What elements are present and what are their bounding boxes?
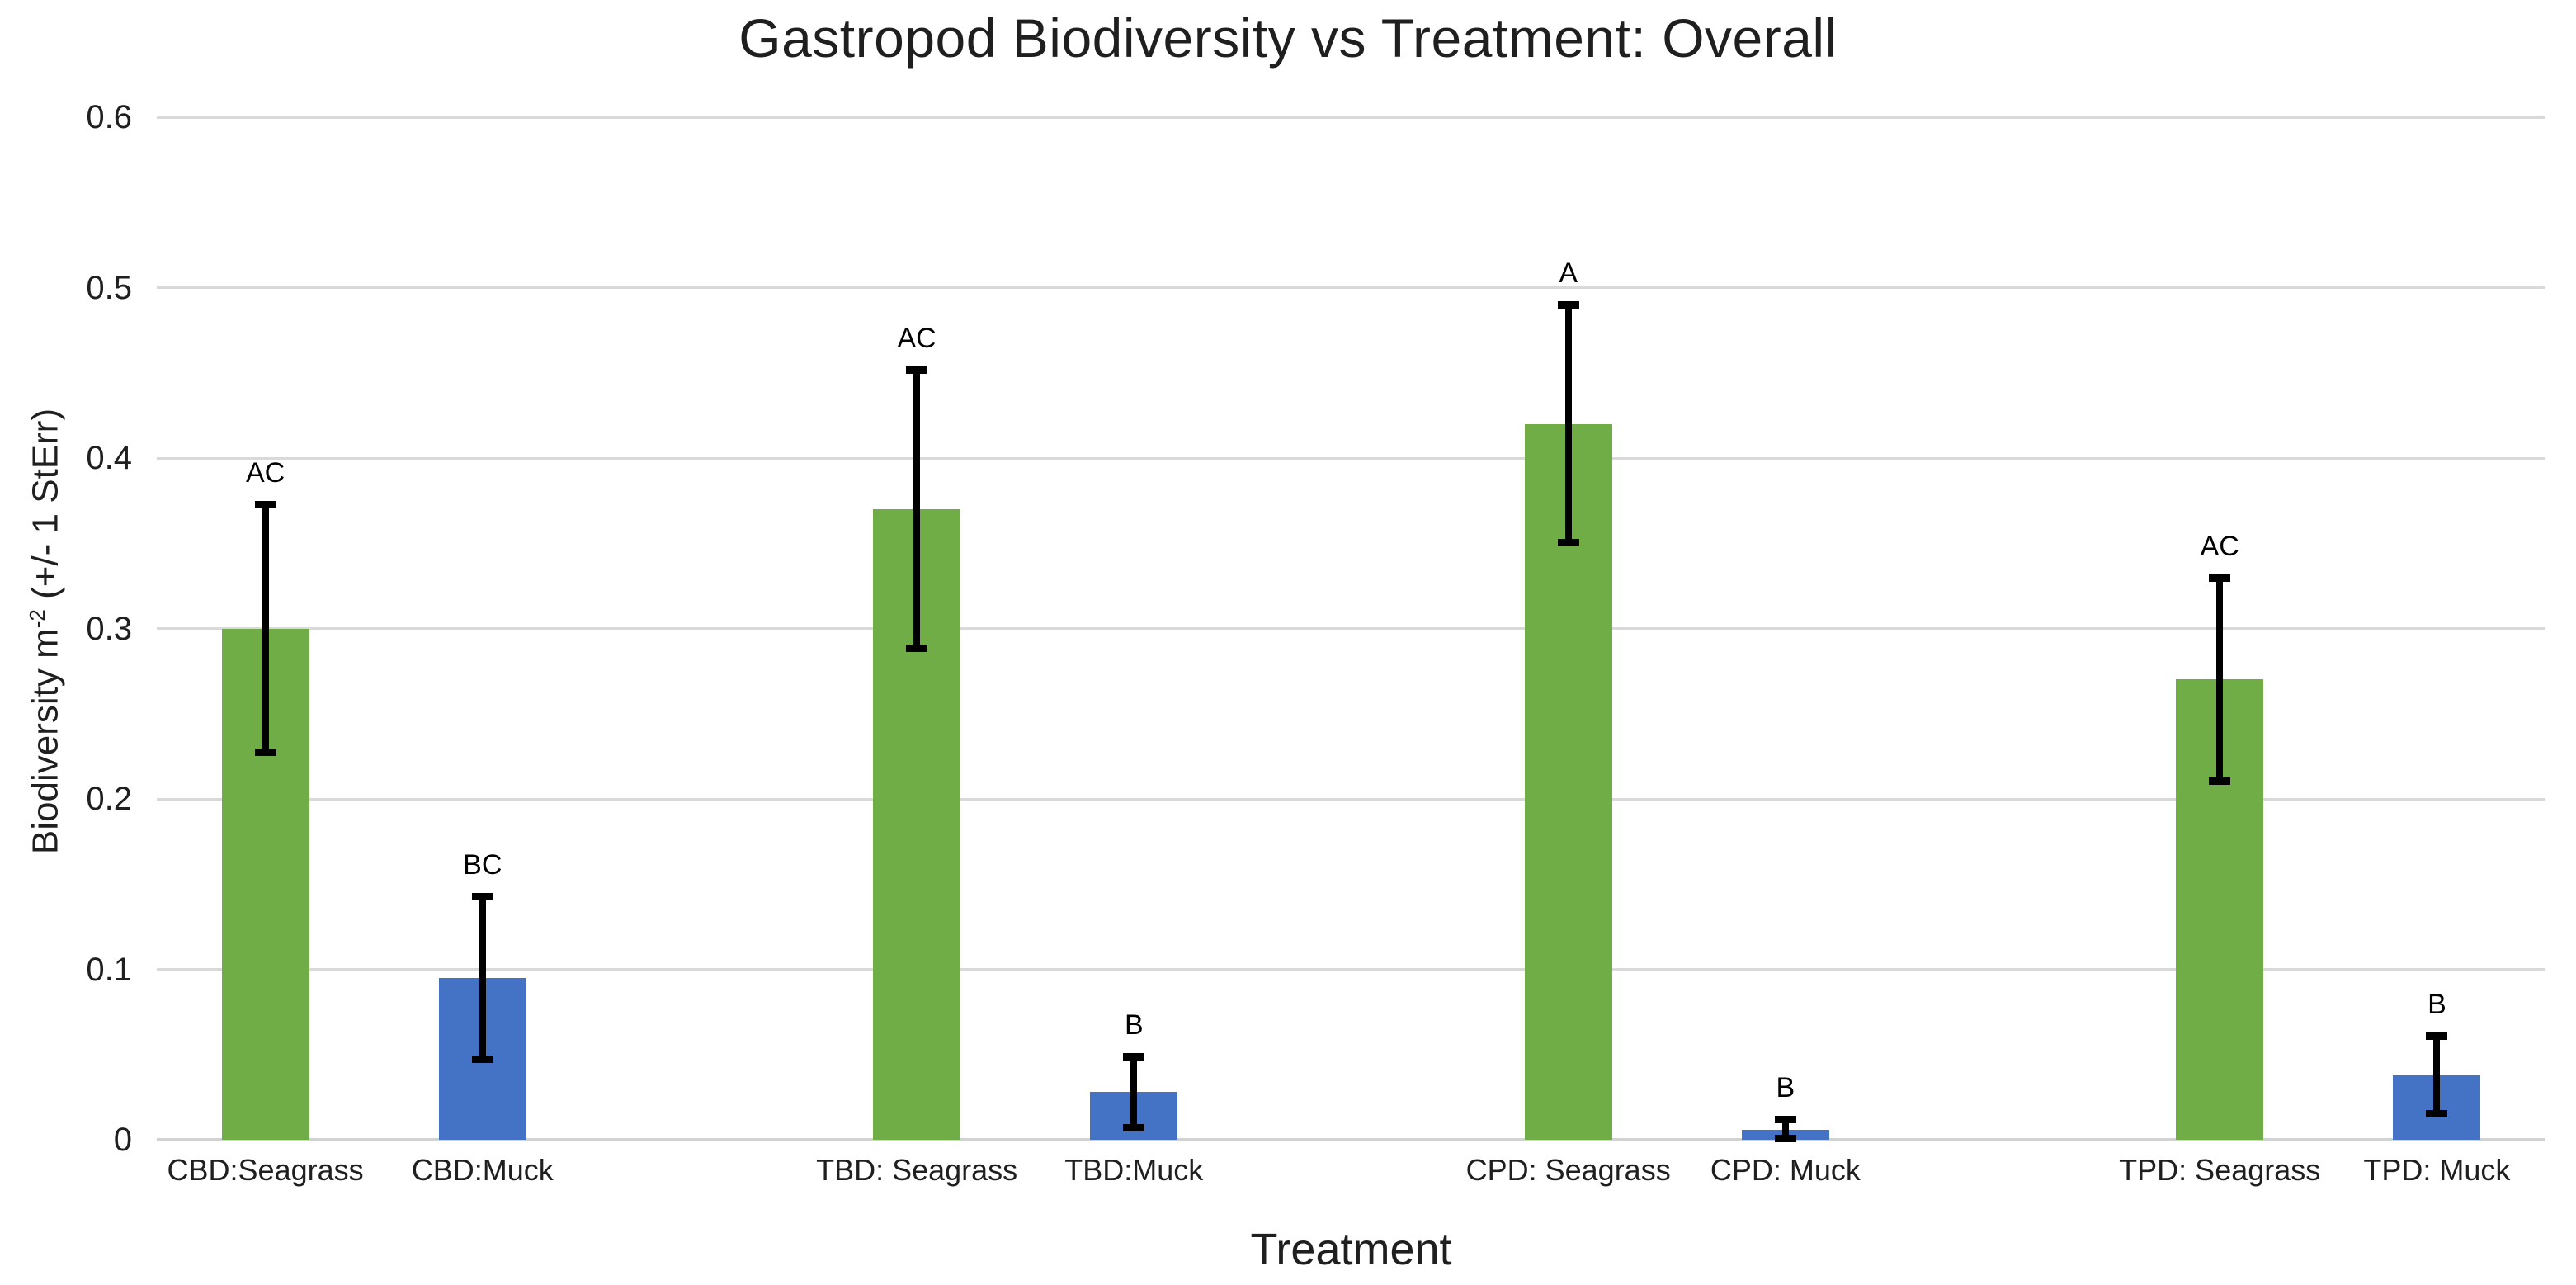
gridline [157, 627, 2545, 630]
error-cap-top [471, 892, 493, 900]
error-bar [1781, 1119, 1789, 1139]
significance-letter: AC [2200, 530, 2239, 562]
chart-title: Gastropod Biodiversity vs Treatment: Ove… [738, 7, 1838, 69]
significance-letter: A [1559, 257, 1578, 290]
y-tick-label: 0.1 [86, 951, 132, 988]
y-tick-label: 0.3 [86, 610, 132, 647]
x-tick-label: CBD:Seagrass [167, 1153, 364, 1187]
y-tick-label: 0.4 [86, 440, 132, 476]
error-cap-top [254, 500, 276, 508]
error-bar [262, 503, 269, 754]
significance-letter: B [1776, 1072, 1795, 1104]
error-bar [479, 895, 486, 1060]
gridline [157, 797, 2545, 801]
y-tick-label: 0.5 [86, 269, 132, 306]
error-cap-top [906, 366, 928, 374]
x-tick-label: TBD:Muck [1064, 1153, 1204, 1187]
x-tick-label: CBD:Muck [411, 1153, 554, 1187]
gridline [157, 968, 2545, 971]
error-cap-bottom [254, 749, 276, 757]
error-bar [2433, 1036, 2441, 1115]
error-bar [1564, 305, 1572, 544]
y-tick-label: 0.6 [86, 99, 132, 135]
x-axis-title: Treatment [1250, 1225, 1452, 1274]
error-bar [913, 369, 921, 650]
error-cap-top [2209, 574, 2231, 582]
significance-letter: BC [463, 848, 502, 881]
error-bar [1130, 1056, 1138, 1128]
error-bar [2216, 577, 2224, 782]
x-tick-label: CPD: Seagrass [1465, 1153, 1671, 1187]
error-cap-bottom [2426, 1110, 2448, 1118]
y-tick-label: 0.2 [86, 781, 132, 817]
y-tick-label: 0 [113, 1122, 132, 1158]
plot-area: 0 0.1 0.2 0.3 0.4 0.5 0.6 AC CBD:Seagrass BC CBD:M… [86, 99, 2545, 1187]
error-cap-top [1774, 1116, 1796, 1124]
significance-letter: AC [897, 322, 937, 354]
significance-letter: AC [245, 456, 285, 489]
x-axis-line [157, 1138, 2545, 1141]
error-cap-bottom [1774, 1134, 1796, 1142]
x-tick-label: TPD: Seagrass [2119, 1153, 2321, 1187]
error-cap-top [1557, 301, 1579, 309]
error-cap-bottom [906, 645, 928, 653]
error-cap-bottom [1557, 539, 1579, 547]
error-cap-top [1123, 1052, 1145, 1061]
gridline [157, 286, 2545, 289]
x-tick-label: CPD: Muck [1710, 1153, 1861, 1187]
y-axis-title-main: Biodiversity m [25, 628, 66, 855]
significance-letter: B [2427, 989, 2446, 1021]
error-cap-bottom [2209, 777, 2231, 786]
gridline [157, 116, 2545, 119]
x-tick-label: TPD: Muck [2363, 1153, 2511, 1187]
error-cap-bottom [1123, 1123, 1145, 1131]
error-cap-bottom [471, 1055, 493, 1063]
significance-letter: B [1124, 1009, 1144, 1041]
gridline [157, 456, 2545, 460]
error-cap-top [2426, 1032, 2448, 1041]
x-tick-label: TBD: Seagrass [816, 1153, 1018, 1187]
